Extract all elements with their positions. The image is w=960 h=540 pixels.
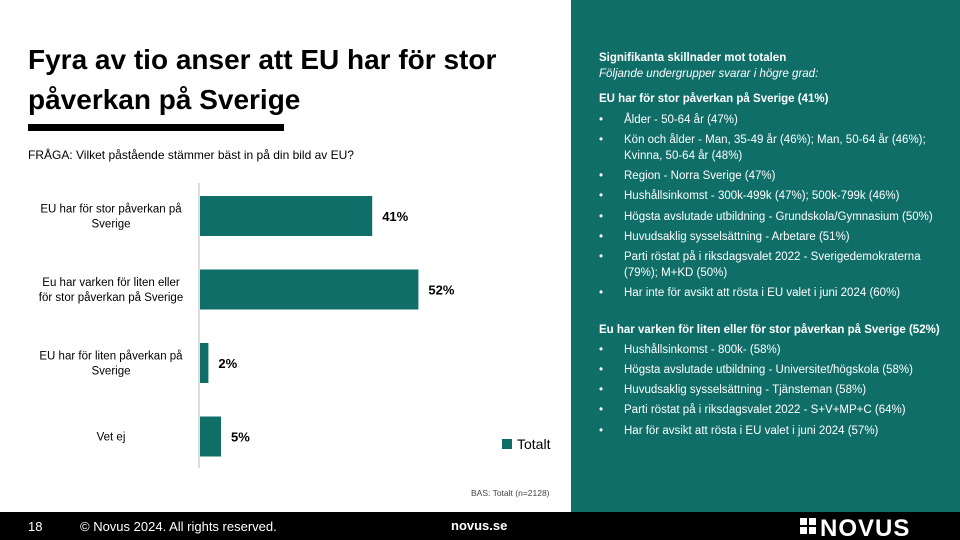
- list-item: Parti röstat på i riksdagsvalet 2022 - S…: [599, 249, 940, 281]
- footer-bar: 18 © Novus 2024. All rights reserved. no…: [0, 512, 960, 540]
- page-title: Fyra av tio anser att EU har för stor på…: [28, 44, 497, 115]
- base-note: BAS: Totalt (n=2128): [471, 488, 550, 498]
- list-item: Parti röstat på i riksdagsvalet 2022 - S…: [599, 402, 940, 418]
- list-item: Region - Norra Sverige (47%): [599, 168, 940, 184]
- panel-subheading: Följande undergrupper svarar i högre gra…: [599, 68, 819, 81]
- panel-heading: Signifikanta skillnader mot totalen: [599, 52, 787, 64]
- section-list: Hushållsinkomst - 800k- (58%) Högsta avs…: [599, 342, 940, 439]
- bar: [200, 416, 221, 457]
- category-label: EU har för liten påverkan på Sverige: [39, 351, 183, 378]
- section-title: EU har för stor påverkan på Sverige (41%…: [599, 93, 829, 106]
- list-item: Hushållsinkomst - 800k- (58%): [599, 342, 940, 358]
- list-item: Har för avsikt att rösta i EU valet i ju…: [599, 423, 940, 439]
- list-item: Kön och ålder - Man, 35-49 år (46%); Man…: [599, 132, 940, 164]
- list-item: Har inte för avsikt att rösta i EU valet…: [599, 285, 940, 301]
- copyright-text: © Novus 2024. All rights reserved.: [80, 519, 277, 534]
- section-title: Eu har varken för liten eller för stor p…: [599, 323, 940, 336]
- section-list: Ålder - 50-64 år (47%) Kön och ålder - M…: [599, 112, 940, 302]
- list-item: Huvudsaklig sysselsättning - Arbetare (5…: [599, 229, 940, 245]
- bar-value-label: 41%: [382, 209, 408, 224]
- bar: [200, 343, 209, 383]
- bar-value-label: 5%: [231, 430, 250, 445]
- bar: [200, 196, 373, 236]
- significance-panel: Signifikanta skillnader mot totalen Följ…: [571, 0, 960, 512]
- list-item: Högsta avslutade utbildning - Universite…: [599, 362, 940, 378]
- list-item: Högsta avslutade utbildning - Grundskola…: [599, 209, 940, 225]
- list-item: Huvudsaklig sysselsättning - Tjänsteman …: [599, 382, 940, 398]
- novus-logo: NOVUS: [800, 515, 910, 540]
- logo-text: NOVUS: [820, 515, 910, 540]
- question-text: FRÅGA: Vilket påstående stämmer bäst in …: [28, 148, 354, 162]
- list-item: Ålder - 50-64 år (47%): [599, 112, 940, 128]
- bar: [200, 269, 419, 310]
- website-link[interactable]: novus.se: [451, 518, 508, 533]
- bar-chart: 41% EU har för stor påverkan på Sverige 52%…: [39, 183, 455, 468]
- title-underline: [28, 124, 284, 131]
- page-number: 18: [28, 519, 43, 534]
- bar-value-label: 52%: [428, 283, 454, 298]
- bar-value-label: 2%: [218, 356, 237, 371]
- category-label: EU har för stor påverkan på Sverige: [40, 204, 182, 231]
- legend-label: Totalt: [517, 436, 551, 452]
- list-item: Hushållsinkomst - 300k-499k (47%); 500k-…: [599, 188, 940, 204]
- category-label: Vet ej: [97, 432, 126, 444]
- legend-swatch: [502, 439, 512, 449]
- category-label: Eu har varken för liten eller för stor på…: [39, 277, 183, 304]
- chart-legend: Totalt: [502, 436, 550, 452]
